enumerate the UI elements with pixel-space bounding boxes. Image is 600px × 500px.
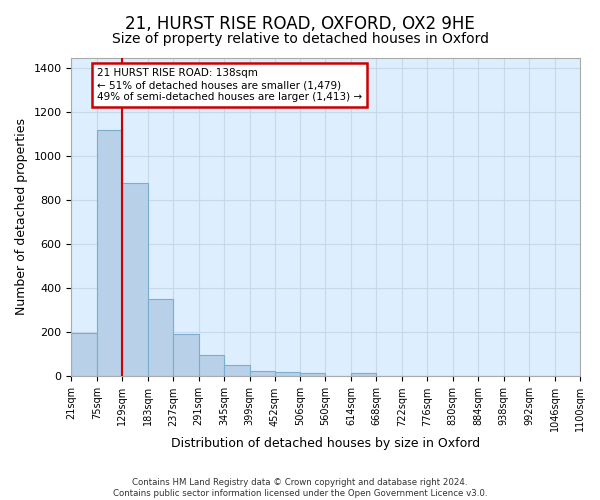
Y-axis label: Number of detached properties: Number of detached properties	[15, 118, 28, 316]
Bar	[173, 334, 199, 376]
Text: 21, HURST RISE ROAD, OXFORD, OX2 9HE: 21, HURST RISE ROAD, OXFORD, OX2 9HE	[125, 15, 475, 33]
Text: 21 HURST RISE ROAD: 138sqm
← 51% of detached houses are smaller (1,479)
49% of s: 21 HURST RISE ROAD: 138sqm ← 51% of deta…	[97, 68, 362, 102]
Bar	[97, 130, 122, 376]
Bar	[351, 373, 376, 376]
Bar	[148, 300, 173, 376]
Bar	[300, 372, 325, 376]
Bar	[199, 355, 224, 376]
Bar	[122, 184, 148, 376]
Bar	[71, 333, 97, 376]
Bar	[275, 372, 300, 376]
X-axis label: Distribution of detached houses by size in Oxford: Distribution of detached houses by size …	[171, 437, 480, 450]
Bar	[250, 371, 275, 376]
Text: Contains HM Land Registry data © Crown copyright and database right 2024.
Contai: Contains HM Land Registry data © Crown c…	[113, 478, 487, 498]
Text: Size of property relative to detached houses in Oxford: Size of property relative to detached ho…	[112, 32, 488, 46]
Bar	[224, 366, 250, 376]
